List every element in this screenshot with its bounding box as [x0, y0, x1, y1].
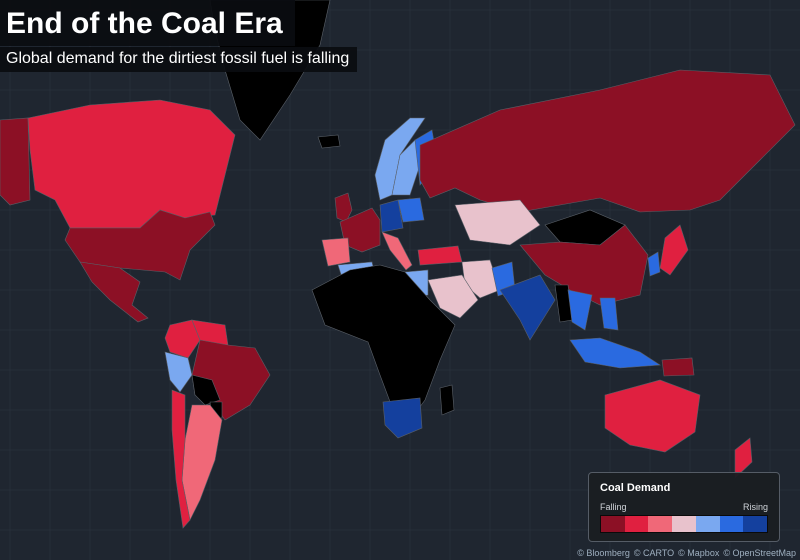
region-norway[interactable]	[374, 117, 426, 201]
region-mexico[interactable]	[79, 261, 149, 323]
map-title: End of the Coal Era	[0, 0, 295, 46]
attribution-link-4[interactable]: © OpenStreetMap	[723, 548, 796, 558]
map-regions[interactable]	[0, 0, 796, 529]
attribution-link-3[interactable]: © Mapbox	[678, 548, 720, 558]
region-new-zealand[interactable]	[734, 437, 753, 479]
legend-swatch-1	[601, 516, 625, 532]
region-germany[interactable]	[379, 199, 404, 233]
legend-title: Coal Demand	[600, 482, 671, 494]
region-canada[interactable]	[27, 99, 236, 229]
legend-panel: Coal Demand Falling Rising	[588, 472, 780, 542]
region-indochina[interactable]	[567, 289, 593, 331]
region-alaska[interactable]	[0, 117, 31, 206]
region-peru[interactable]	[164, 351, 193, 393]
legend-high-label: Rising	[742, 502, 768, 512]
attribution-link-2[interactable]: © CARTO	[633, 548, 675, 558]
region-australia[interactable]	[604, 379, 701, 453]
legend-swatch-7	[743, 516, 768, 532]
region-poland[interactable]	[397, 197, 425, 223]
legend-low-label: Falling	[600, 502, 627, 512]
region-turkey[interactable]	[417, 245, 463, 266]
map-attribution[interactable]: © Bloomberg © CARTO © Mapbox © OpenStreetMa…	[573, 548, 796, 558]
region-chile[interactable]	[171, 389, 191, 529]
map-subtitle: Global demand for the dirtiest fossil fu…	[0, 47, 358, 72]
region-kazakhstan[interactable]	[454, 199, 541, 246]
legend-swatch-5	[695, 516, 720, 532]
attribution-link-1[interactable]: © Bloomberg	[577, 548, 630, 558]
region-iberia[interactable]	[321, 237, 351, 267]
legend-color-scale	[600, 515, 768, 533]
legend-swatch-3	[648, 516, 673, 532]
region-united-kingdom[interactable]	[334, 192, 353, 223]
region-korea[interactable]	[647, 251, 661, 277]
region-argentina[interactable]	[181, 404, 223, 521]
region-south-africa[interactable]	[382, 397, 423, 439]
region-arabia[interactable]	[427, 274, 479, 319]
region-japan[interactable]	[659, 224, 689, 276]
legend-swatch-6	[719, 516, 744, 532]
region-iceland[interactable]	[317, 134, 341, 149]
region-madagascar[interactable]	[439, 384, 455, 416]
region-indonesia[interactable]	[569, 337, 661, 369]
legend-swatch-2	[624, 516, 649, 532]
legend-end-labels: Falling Rising	[600, 502, 768, 512]
region-india[interactable]	[499, 274, 556, 341]
legend-swatch-4	[672, 516, 696, 532]
region-papua[interactable]	[661, 357, 695, 377]
region-italy[interactable]	[381, 231, 413, 271]
region-philippines[interactable]	[599, 297, 619, 331]
region-africa[interactable]	[311, 264, 456, 421]
region-china[interactable]	[519, 224, 649, 306]
region-russia[interactable]	[419, 69, 796, 213]
